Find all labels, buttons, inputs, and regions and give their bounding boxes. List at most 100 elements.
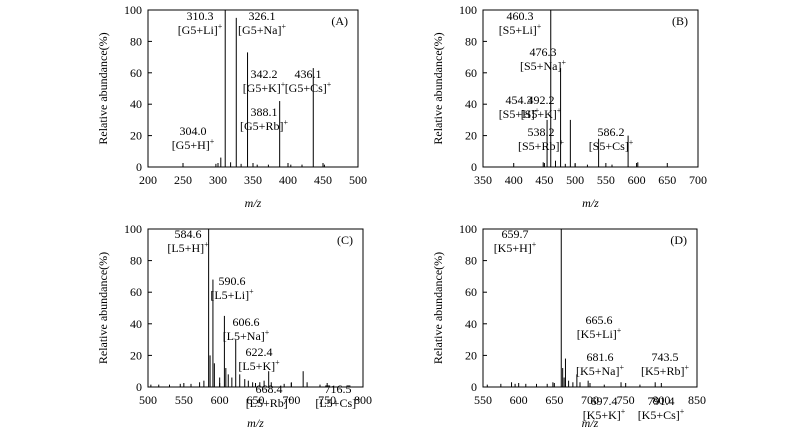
x-tick-label: 400 <box>505 173 523 187</box>
peak-ion-label: [G5+K]+ <box>243 80 286 95</box>
peak-mz-label: 538.2 <box>528 125 555 139</box>
ion-charge: + <box>327 80 332 89</box>
plot-frame <box>482 9 699 168</box>
peak-annotation: 310.3[G5+Li]+ <box>178 9 223 37</box>
y-axis-title: Relative abundance(%) <box>431 32 445 144</box>
ion-charge: + <box>283 118 288 127</box>
ion-charge: + <box>210 137 215 146</box>
x-tick-label: 650 <box>545 393 563 407</box>
peak-mz-label: 460.3 <box>507 9 534 23</box>
peak-annotation: 590.6[L5+Li]+ <box>210 274 254 302</box>
x-axis-title: m/z <box>247 416 264 430</box>
ion-charge: + <box>249 287 254 296</box>
peak-annotation: 697.4[K5+K]+ <box>583 394 626 422</box>
peak-ion-label: [L5+Cs]+ <box>315 395 361 410</box>
x-tick-label: 500 <box>139 393 157 407</box>
peak-ion-label: [L5+Rb]+ <box>246 395 293 410</box>
peak-ion-label: [G5+Li]+ <box>178 22 223 37</box>
peak-mz-label: 436.1 <box>295 67 322 81</box>
x-tick-label: 800 <box>652 393 670 407</box>
peak-mz-label: 659.7 <box>502 227 529 241</box>
ion-charge: + <box>281 80 286 89</box>
y-tick-label: 40 <box>465 97 477 111</box>
y-tick-label: 0 <box>136 160 142 174</box>
peak-ion-label: [K5+Na]+ <box>576 363 624 378</box>
y-tick-label: 100 <box>124 222 142 236</box>
peak-mz-label: 310.3 <box>187 9 214 23</box>
ion-charge: + <box>275 358 280 367</box>
ion-charge: + <box>204 240 209 249</box>
x-tick-label: 600 <box>628 173 646 187</box>
x-tick-label: 400 <box>279 173 297 187</box>
x-tick-label: 200 <box>139 173 157 187</box>
peak-mz-label: 476.3 <box>530 45 557 59</box>
y-tick-label: 100 <box>124 3 142 17</box>
x-tick-label: 450 <box>314 173 332 187</box>
y-tick-label: 60 <box>465 285 477 299</box>
peak-annotation: 342.2[G5+K]+ <box>243 67 286 95</box>
peak-ion-label: [S5+H]+ <box>499 106 540 121</box>
ion-charge: + <box>621 407 626 416</box>
peak-ion-label: [S5+Rb]+ <box>518 138 564 153</box>
y-tick-label: 20 <box>130 129 142 143</box>
x-axis-title: m/z <box>582 196 599 210</box>
peak-annotation: 454.3[S5+H]+ <box>499 93 540 121</box>
peak-annotation: 492.2[S5+K]+ <box>521 93 562 121</box>
x-tick-label: 250 <box>174 173 192 187</box>
x-tick-label: 350 <box>474 173 492 187</box>
y-tick-label: 40 <box>130 317 142 331</box>
ion-charge: + <box>680 407 685 416</box>
y-tick-label: 60 <box>130 66 142 80</box>
y-tick-label: 20 <box>130 348 142 362</box>
x-tick-label: 700 <box>581 393 599 407</box>
peak-annotation: 460.3[S5+Li]+ <box>499 9 542 37</box>
peak-mz-label: 743.5 <box>652 350 679 364</box>
ion-charge: + <box>535 106 540 115</box>
peak-ion-label: [G5+Cs]+ <box>285 80 332 95</box>
y-tick-label: 20 <box>465 348 477 362</box>
peak-annotation: 586.2[S5+Cs]+ <box>589 125 634 153</box>
peak-ion-label: [S5+K]+ <box>521 106 562 121</box>
y-axis-title: Relative abundance(%) <box>431 252 445 364</box>
spectrum-panel-b: 0 20 40 60 80 100 350 400 450 500 550 600 650 700 m/z R… <box>431 3 707 210</box>
peak-ion-label: [K5+K]+ <box>583 407 626 422</box>
ion-charge: + <box>265 328 270 337</box>
panel-label: (B) <box>672 14 688 28</box>
y-tick-label: 0 <box>136 380 142 394</box>
ion-charge: + <box>619 363 624 372</box>
peak-mz-label: 492.2 <box>528 93 555 107</box>
y-tick-label: 80 <box>130 254 142 268</box>
peak-mz-label: 681.6 <box>587 350 614 364</box>
peak-mz-label: 791.4 <box>648 394 675 408</box>
spectrum-panel-c: 0 20 40 60 80 100 500 550 600 650 700 750 800 m/z Rela… <box>96 222 372 430</box>
y-tick-label: 0 <box>471 160 477 174</box>
x-tick-label: 600 <box>510 393 528 407</box>
peak-mz-label: 606.6 <box>233 315 260 329</box>
peak-mz-label: 590.6 <box>219 274 246 288</box>
y-tick-label: 60 <box>130 285 142 299</box>
panel-label: (D) <box>670 233 687 247</box>
peak-annotation: 388.1[G5+Rb]+ <box>240 105 288 133</box>
ion-charge: + <box>218 22 223 31</box>
peak-annotation: 716.5[L5+Cs]+ <box>315 382 361 410</box>
panel-label: (A) <box>331 14 348 28</box>
peak-annotation: 606.6[L5+Na]+ <box>223 315 270 343</box>
peak-mz-label: 586.2 <box>598 125 625 139</box>
x-axis-title: m/z <box>582 416 599 430</box>
ion-charge: + <box>629 138 634 147</box>
ion-charge: + <box>557 106 562 115</box>
ion-charge: + <box>288 395 293 404</box>
peak-mz-label: 454.3 <box>506 93 533 107</box>
x-tick-label: 750 <box>318 393 336 407</box>
spectrum-panel-a: 0 20 40 60 80 100 200 250 300 350 400 450 500 m/z Rela… <box>96 3 367 210</box>
peak-ion-label: [G5+Na]+ <box>238 22 286 37</box>
peak-annotation: 743.5[K5+Rb]+ <box>641 350 689 378</box>
peak-annotation: 665.6[K5+Li]+ <box>577 313 622 341</box>
peak-mz-label: 716.5 <box>325 382 352 396</box>
peak-ion-label: [K5+H]+ <box>494 240 537 255</box>
ion-charge: + <box>281 22 286 31</box>
y-tick-label: 100 <box>459 222 477 236</box>
peak-annotation: 304.0[G5+H]+ <box>172 124 215 152</box>
peak-ion-label: [K5+Li]+ <box>577 326 622 341</box>
peak-ion-label: [G5+H]+ <box>172 137 215 152</box>
